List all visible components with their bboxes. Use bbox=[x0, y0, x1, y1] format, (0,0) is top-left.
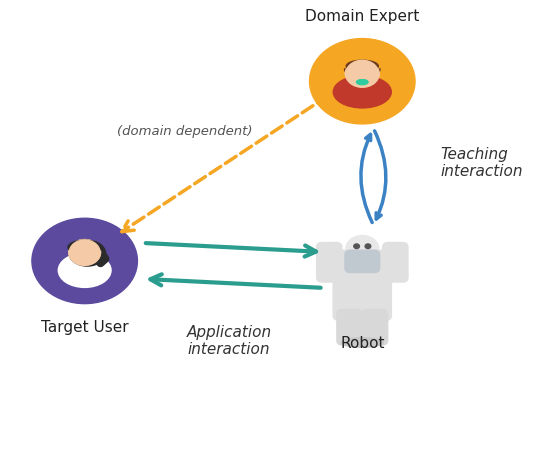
FancyBboxPatch shape bbox=[337, 310, 362, 345]
Ellipse shape bbox=[347, 61, 378, 73]
FancyBboxPatch shape bbox=[383, 243, 408, 282]
Text: Domain Expert: Domain Expert bbox=[305, 9, 420, 24]
Ellipse shape bbox=[343, 60, 382, 72]
FancyBboxPatch shape bbox=[316, 243, 342, 282]
Text: Robot: Robot bbox=[340, 335, 384, 350]
Text: (domain dependent): (domain dependent) bbox=[117, 125, 252, 138]
Circle shape bbox=[345, 61, 379, 88]
Circle shape bbox=[69, 240, 100, 266]
Ellipse shape bbox=[333, 77, 391, 109]
Circle shape bbox=[32, 219, 137, 304]
Text: Application
interaction: Application interaction bbox=[186, 324, 272, 356]
FancyBboxPatch shape bbox=[345, 251, 379, 273]
Ellipse shape bbox=[344, 64, 380, 77]
Circle shape bbox=[69, 240, 100, 265]
Circle shape bbox=[69, 240, 100, 266]
Circle shape bbox=[354, 244, 359, 249]
Ellipse shape bbox=[341, 338, 383, 347]
Circle shape bbox=[346, 61, 379, 87]
Circle shape bbox=[365, 244, 371, 249]
Ellipse shape bbox=[68, 241, 102, 255]
Ellipse shape bbox=[357, 80, 368, 86]
FancyBboxPatch shape bbox=[362, 310, 388, 345]
FancyBboxPatch shape bbox=[333, 251, 391, 321]
Circle shape bbox=[310, 40, 415, 124]
Ellipse shape bbox=[58, 254, 111, 288]
Ellipse shape bbox=[69, 241, 105, 267]
Text: Teaching
interaction: Teaching interaction bbox=[440, 147, 522, 179]
Text: Target User: Target User bbox=[41, 320, 128, 335]
Ellipse shape bbox=[346, 236, 379, 262]
Circle shape bbox=[345, 61, 379, 88]
